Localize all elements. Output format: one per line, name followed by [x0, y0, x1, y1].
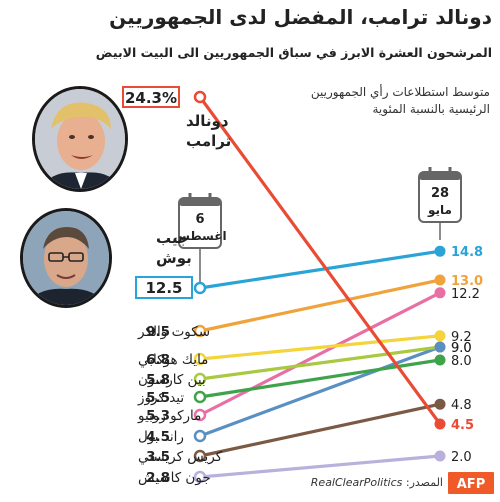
series-name-4: بين كارسون — [138, 372, 206, 388]
point-end-9 — [193, 470, 207, 484]
calendar-end-month: اغسطس — [173, 229, 226, 243]
point-end-0 — [193, 90, 207, 104]
start-value-4: 9.0 — [451, 341, 472, 356]
start-value-8: 4.8 — [451, 398, 472, 413]
start-value-1: 14.8 — [451, 245, 483, 260]
point-end-5 — [193, 390, 207, 404]
series-line-3 — [198, 334, 442, 361]
end-value-5: 5.5 — [146, 390, 170, 406]
series-line-0 — [198, 95, 442, 426]
point-start-1 — [434, 245, 446, 257]
bush-value-box — [135, 276, 193, 299]
series-line-8 — [198, 402, 442, 458]
chart-source: المصدر: RealClearPolitics — [311, 476, 443, 489]
point-end-3 — [193, 352, 207, 366]
series-name-6: ماركو روبيو — [137, 408, 201, 424]
point-end-1 — [193, 281, 207, 295]
trump-portrait-icon — [35, 89, 125, 189]
start-value-5: 8.0 — [451, 354, 472, 369]
end-value-2: 9.5 — [146, 324, 170, 340]
trump-value-box — [122, 86, 180, 108]
series-line-7 — [198, 345, 442, 438]
end-value-0: 24.3% — [125, 89, 177, 107]
series-line-1 — [198, 249, 442, 290]
end-value-6: 5.3 — [146, 408, 170, 424]
point-end-2 — [193, 324, 207, 338]
point-end-6 — [193, 408, 207, 422]
page-subtitle: المرشحون العشرة الابرز في سباق الجمهوريي… — [95, 45, 492, 60]
trump-photo — [32, 86, 128, 192]
start-value-6: 12.2 — [451, 287, 480, 302]
point-end-7 — [193, 429, 207, 443]
calendar-start-day: 28 — [431, 186, 449, 201]
series-name-2: سكوت والكر — [137, 324, 210, 340]
source-label: المصدر: — [405, 476, 443, 489]
calendar-end-day: 6 — [195, 212, 204, 227]
chart-note: متوسط استطلاعات رأي الجمهوريين الرئيسية … — [310, 85, 490, 116]
series-line-4 — [198, 345, 442, 381]
point-start-7 — [434, 341, 446, 353]
point-start-6 — [434, 287, 446, 299]
end-value-4: 5.8 — [146, 372, 170, 388]
end-value-1: 12.5 — [145, 279, 182, 297]
calendar-start-month: مايو — [427, 203, 452, 218]
end-value-7: 4.5 — [146, 429, 170, 445]
end-value-3: 6.8 — [146, 352, 170, 368]
series-name-1-line2: بوش — [156, 249, 192, 267]
bush-photo — [20, 208, 112, 308]
calendar-end: 6 اغسطس — [173, 193, 227, 284]
afp-logo: AFP — [448, 472, 494, 494]
source-brand: RealClearPolitics — [310, 476, 403, 489]
series-line-6 — [198, 291, 442, 417]
start-value-2: 13.0 — [451, 274, 483, 289]
point-end-8 — [193, 449, 207, 463]
series-line-9 — [198, 454, 442, 479]
calendar-start: 28 مايو — [418, 167, 462, 240]
point-end-4 — [193, 372, 207, 386]
series-name-1-line1: جيب — [156, 229, 189, 247]
series-name-0-line2: ترامب — [186, 132, 231, 150]
point-start-2 — [434, 274, 446, 286]
point-start-8 — [434, 398, 446, 410]
series-name-9: جون كاسيش — [138, 470, 211, 486]
series-name-5: تيد كروز — [137, 390, 184, 406]
point-start-3 — [434, 330, 446, 342]
page-title: دونالد ترامب، المفضل لدى الجمهوريين — [109, 5, 492, 29]
point-start-5 — [434, 354, 446, 366]
start-value-7: 9.0 — [451, 341, 472, 356]
series-line-5 — [198, 358, 442, 399]
bush-portrait-icon — [23, 211, 109, 305]
series-name-3: مايك هوكابي — [138, 352, 208, 368]
end-value-9: 2.8 — [146, 470, 170, 486]
point-start-9 — [434, 450, 446, 462]
start-value-0: 4.5 — [451, 418, 474, 433]
afp-logo-text: AFP — [457, 477, 485, 492]
series-line-2 — [198, 278, 442, 333]
series-name-8: كريس كريستي — [138, 449, 223, 465]
series-name-0-line1: دونالد — [186, 112, 229, 130]
start-value-3: 9.2 — [451, 330, 472, 345]
end-value-8: 3.5 — [146, 449, 170, 465]
start-value-9: 2.0 — [451, 450, 472, 465]
series-name-7: راند بول — [138, 429, 184, 445]
point-start-0 — [434, 418, 446, 430]
